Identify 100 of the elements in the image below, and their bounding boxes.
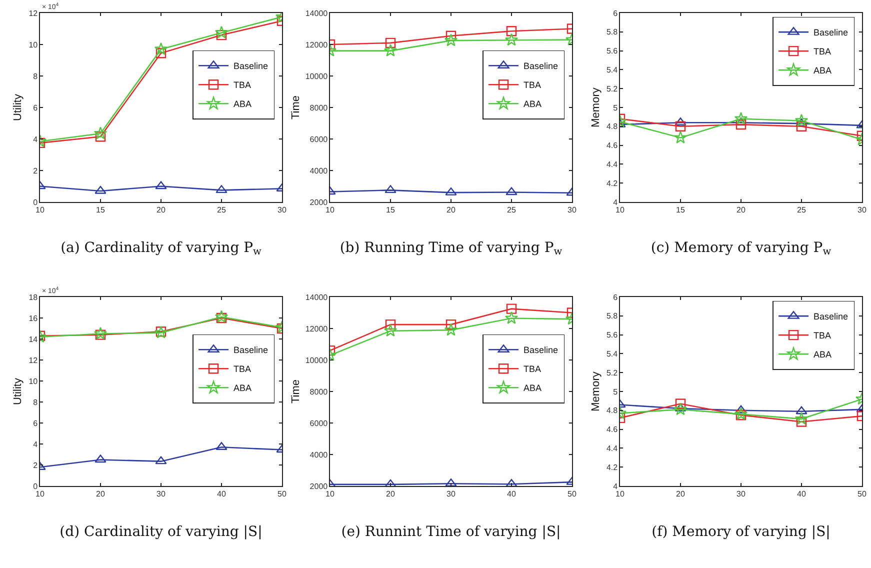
y-tick-label: 12000 xyxy=(305,324,328,334)
x-tick-label: 20 xyxy=(736,205,746,214)
legend-label: ABA xyxy=(234,383,252,394)
y-tick-label: 2000 xyxy=(310,482,328,491)
y-tick-label: 4.8 xyxy=(606,122,618,132)
y-tick-label: 10000 xyxy=(305,72,328,81)
legend-label: TBA xyxy=(524,364,542,374)
y-axis-title: Time xyxy=(290,379,302,404)
x-tick-label: 30 xyxy=(278,205,287,214)
y-tick-label: 8 xyxy=(33,72,38,81)
legend-label: TBA xyxy=(524,80,542,90)
y-tick-label: 2 xyxy=(33,166,38,176)
y-tick-label: 5.4 xyxy=(606,66,618,74)
legend-label: TBA xyxy=(234,80,252,90)
y-tick-label: 10000 xyxy=(305,356,328,365)
y-tick-label: 4.2 xyxy=(606,178,618,188)
x-tick-label: 50 xyxy=(568,489,577,498)
y-axis-title: Utility xyxy=(12,378,24,405)
y-tick-label: 12000 xyxy=(305,40,328,50)
y-tick-label: 4 xyxy=(613,482,618,491)
y-axis-title: Utility xyxy=(12,94,24,121)
x-tick-label: 30 xyxy=(568,205,577,214)
legend-label: TBA xyxy=(814,46,832,57)
y-tick-label: 5.2 xyxy=(606,368,618,378)
y-tick-label: 10 xyxy=(28,376,38,386)
legend-label: Baseline xyxy=(814,28,848,38)
y-tick-label: 5 xyxy=(613,103,618,112)
y-tick-label: 10 xyxy=(28,40,38,50)
legend-label: ABA xyxy=(814,66,832,76)
x-tick-label: 15 xyxy=(676,205,686,214)
y-tick-label: 5.4 xyxy=(606,350,618,358)
y-axis-title: Memory xyxy=(590,371,602,412)
y-tick-label: 14000 xyxy=(305,292,328,302)
y-tick-label: 18 xyxy=(28,292,38,302)
x-tick-label: 30 xyxy=(446,489,456,498)
legend-label: TBA xyxy=(814,330,832,341)
legend-label: Baseline xyxy=(524,61,558,72)
x-tick-label: 30 xyxy=(736,489,746,498)
legend-label: ABA xyxy=(524,99,542,110)
x-tick-label: 20 xyxy=(96,489,106,498)
y-tick-label: 6 xyxy=(613,8,618,18)
y-tick-label: 4 xyxy=(33,134,38,144)
y-tick-label: 4 xyxy=(613,198,618,207)
x-tick-label: 20 xyxy=(156,205,166,214)
y-tick-label: 5 xyxy=(613,387,618,396)
y-tick-label: 4.4 xyxy=(606,160,618,169)
y-tick-label: 6 xyxy=(33,418,38,428)
legend-label: Baseline xyxy=(524,345,558,356)
x-tick-label: 30 xyxy=(858,205,867,214)
x-axis-title: (c) Memory of varying P$_{w}$ xyxy=(650,240,832,258)
y-tick-label: 4.6 xyxy=(606,141,618,150)
y-tick-label: 6 xyxy=(33,103,38,112)
y-tick-label: 4.2 xyxy=(606,462,618,472)
x-axis-title: (a) Cardinality of varying P$_{w}$ xyxy=(60,240,262,258)
y-tick-label: 4.6 xyxy=(606,425,618,434)
x-tick-label: 40 xyxy=(217,489,226,498)
y-tick-label: 5.6 xyxy=(606,330,618,340)
y-tick-label: 6000 xyxy=(310,418,328,428)
y-tick-label: 8000 xyxy=(310,387,328,396)
x-tick-label: 25 xyxy=(507,205,516,214)
x-tick-label: 40 xyxy=(507,489,516,498)
y-tick-label: 5.6 xyxy=(606,46,618,56)
y-tick-label: 4000 xyxy=(310,166,328,176)
y-tick-label: 2 xyxy=(33,460,38,470)
legend-label: ABA xyxy=(814,350,832,360)
x-axis-title: (e) Runnint Time of varying |S| xyxy=(341,524,561,540)
y-tick-label: 14000 xyxy=(305,8,328,18)
x-tick-label: 25 xyxy=(797,205,806,214)
x-tick-label: 15 xyxy=(96,205,106,214)
x-axis-title: (d) Cardinality of varying |S| xyxy=(60,524,262,540)
legend-label: Baseline xyxy=(814,312,848,322)
x-tick-label: 20 xyxy=(446,205,456,214)
x-tick-label: 10 xyxy=(326,489,335,498)
y-tick-label: 4 xyxy=(33,440,38,449)
y-axis-title: Time xyxy=(290,95,302,120)
y-tick-label: 12 xyxy=(28,8,38,18)
x-tick-label: 20 xyxy=(676,489,686,498)
x-tick-label: 50 xyxy=(858,489,867,498)
y-tick-label: 4000 xyxy=(310,450,328,460)
y-tick-label: 4.4 xyxy=(606,444,618,453)
y-tick-label: 0 xyxy=(33,198,38,207)
legend-label: ABA xyxy=(524,383,542,394)
legend-label: Baseline xyxy=(234,61,268,72)
x-tick-label: 30 xyxy=(156,489,166,498)
legend-label: Baseline xyxy=(234,345,268,356)
y-tick-label: 14 xyxy=(28,334,38,344)
x-axis-title: (b) Running Time of varying P$_{w}$ xyxy=(340,240,563,258)
y-tick-label: 2000 xyxy=(310,198,328,207)
x-tick-label: 40 xyxy=(797,489,806,498)
y-tick-label: 12 xyxy=(28,356,38,365)
y-tick-label: 16 xyxy=(28,314,38,323)
y-tick-label: 4.8 xyxy=(606,406,618,416)
x-tick-label: 10 xyxy=(326,205,335,214)
legend-label: TBA xyxy=(234,364,252,374)
x-tick-label: 50 xyxy=(278,489,287,498)
y-axis-title: Memory xyxy=(590,87,602,128)
y-tick-label: 8000 xyxy=(310,103,328,112)
y-tick-label: 5.8 xyxy=(606,28,618,37)
x-tick-label: 25 xyxy=(217,205,226,214)
y-tick-label: 5.8 xyxy=(606,312,618,321)
